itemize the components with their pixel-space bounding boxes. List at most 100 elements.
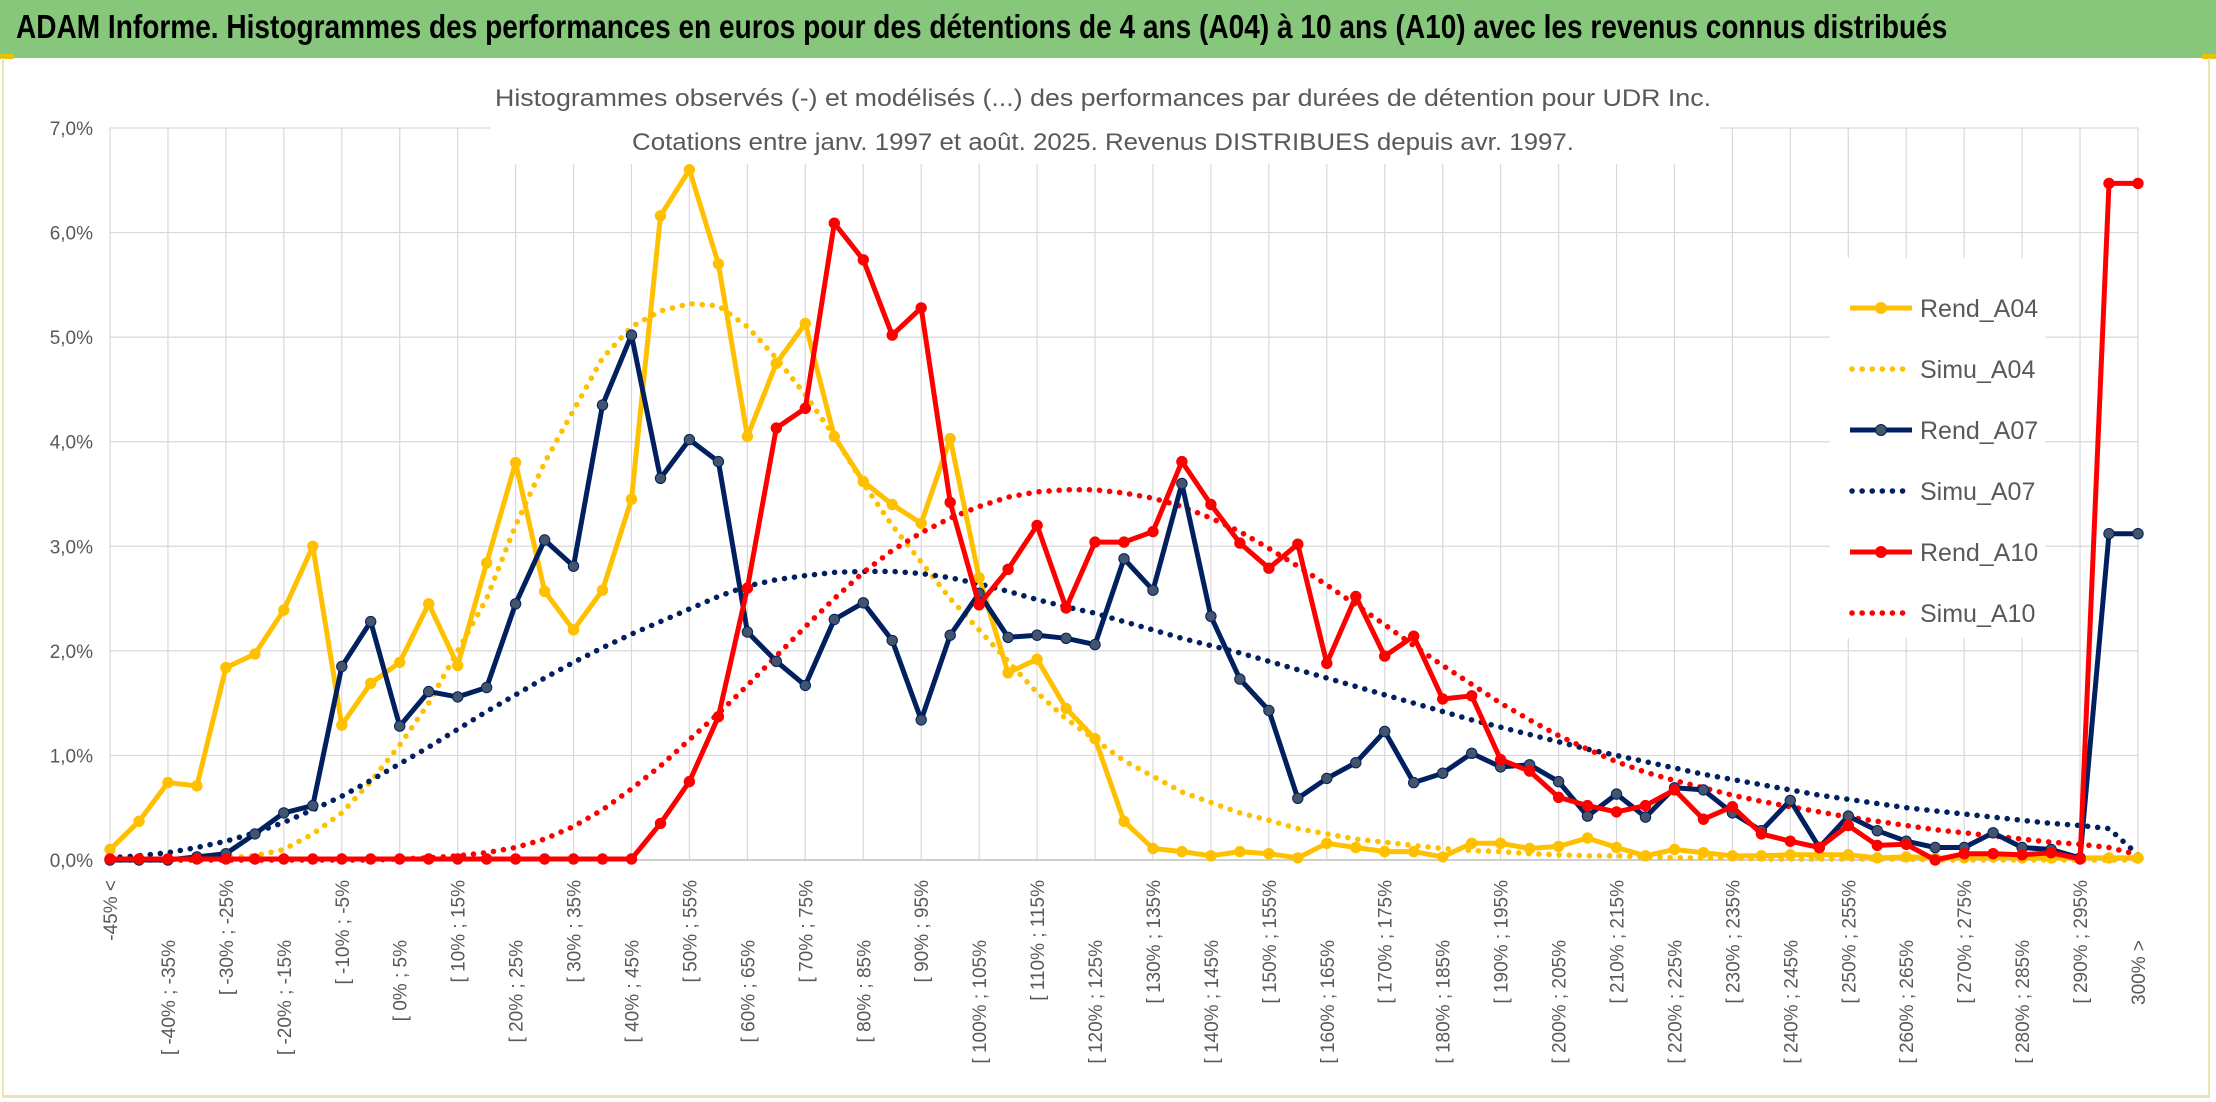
point-rend-a07	[1234, 673, 1246, 685]
point-rend-a04	[712, 258, 725, 270]
point-rend-a07	[1408, 776, 1420, 789]
point-rend-a04	[1581, 832, 1594, 844]
point-rend-a07	[509, 598, 522, 610]
point-rend-a04	[1842, 849, 1855, 861]
point-rend-a10	[1523, 765, 1536, 777]
point-rend-a10	[1958, 848, 1970, 860]
point-rend-a07	[1031, 629, 1043, 641]
point-rend-a07	[1002, 631, 1014, 643]
point-rend-a07	[857, 597, 869, 609]
point-rend-a10	[567, 853, 580, 865]
x-tick-label: [ 100% ; 105%	[970, 940, 991, 1064]
y-tick-label: 2,0%	[50, 642, 93, 663]
legend-marker-rend-a10	[1875, 546, 1887, 558]
point-rend-a07	[1350, 757, 1362, 769]
x-tick-label: [ 20% ; 25%	[507, 940, 528, 1043]
point-rend-a10	[1205, 498, 1217, 511]
point-rend-a04	[1523, 842, 1536, 855]
point-rend-a04	[1350, 841, 1362, 854]
point-rend-a04	[683, 164, 696, 176]
chart: 0,0% 1,0% 2,0% 3,0% 4,0% 5,0% 6,0% 7,0% -45% < […	[50, 58, 2150, 1064]
x-tick-label: [ 180% ; 185%	[1434, 940, 1455, 1064]
point-rend-a10	[1987, 848, 1999, 860]
point-rend-a04	[1176, 845, 1188, 858]
x-axis: -45% < [ -40% ; -35% [ -30% ; -25% [ -20% ;…	[101, 880, 2150, 1064]
x-tick-label: [ 270% ; 275%	[1955, 880, 1976, 1004]
point-rend-a04	[799, 317, 811, 330]
point-rend-a04	[828, 430, 840, 443]
point-rend-a07	[1929, 841, 1941, 854]
banner: ADAM Informe. Histogrammes des performan…	[0, 0, 2216, 58]
x-tick-label: [ -30% ; -25%	[217, 880, 238, 995]
legend: Rend_A04 Simu_A04 Rend_A07 Simu_A07 Rend_A10…	[1849, 295, 2038, 628]
point-rend-a10	[307, 853, 319, 865]
point-rend-a04	[1089, 733, 1101, 745]
series-line-simu-a04	[107, 300, 2141, 863]
point-rend-a04	[1900, 851, 1912, 863]
point-rend-a07	[1060, 632, 1072, 644]
x-tick-label: [ 190% ; 195%	[1492, 880, 1513, 1004]
point-rend-a10	[1581, 799, 1594, 812]
point-rend-a10	[596, 853, 609, 865]
point-rend-a07	[596, 399, 609, 411]
x-tick-label: [ 290% ; 295%	[2071, 880, 2092, 1004]
x-tick-label: [ 120% ; 125%	[1086, 940, 1107, 1064]
y-tick-label: 7,0%	[50, 119, 93, 140]
point-rend-a04	[1871, 852, 1884, 864]
point-rend-a07	[1466, 747, 1478, 759]
point-rend-a10	[857, 254, 869, 266]
point-rend-a10	[336, 853, 348, 865]
point-rend-a10	[1813, 841, 1826, 854]
x-tick-label: [ 140% ; 145%	[1202, 940, 1223, 1064]
x-tick-label: [ -40% ; -35%	[159, 940, 180, 1055]
point-rend-a10	[1060, 602, 1072, 614]
point-rend-a07	[567, 560, 580, 572]
x-tick-label: [ 90% ; 95%	[912, 880, 933, 983]
x-tick-label: [ 250% ; 255%	[1839, 880, 1860, 1004]
point-rend-a07	[278, 807, 290, 819]
point-rend-a04	[625, 493, 638, 505]
series-line-simu-a07	[107, 568, 2141, 861]
point-rend-a07	[538, 534, 551, 546]
point-rend-a10	[1784, 835, 1797, 847]
point-rend-a04	[2132, 852, 2144, 864]
point-rend-a04	[1755, 850, 1768, 862]
point-rend-a04	[1408, 845, 1420, 858]
banner-accent-right	[2202, 54, 2216, 59]
point-rend-a07	[452, 691, 464, 703]
point-rend-a07	[915, 714, 927, 726]
point-rend-a07	[1147, 584, 1159, 596]
point-rend-a10	[1697, 813, 1710, 825]
point-rend-a10	[394, 853, 406, 865]
point-rend-a10	[365, 853, 377, 865]
point-rend-a10	[1668, 784, 1681, 796]
point-rend-a10	[886, 329, 898, 341]
point-rend-a10	[452, 853, 464, 865]
x-tick-label: [ 110% ; 115%	[1028, 880, 1049, 1001]
point-rend-a04	[1639, 850, 1652, 862]
point-rend-a10	[1466, 690, 1478, 702]
title-background	[490, 58, 1720, 164]
point-rend-a04	[509, 456, 522, 469]
x-tick-label: [ 280% ; 285%	[2013, 940, 2034, 1064]
point-rend-a04	[1147, 842, 1159, 855]
point-rend-a04	[1234, 845, 1246, 858]
series-line-simu-a10	[107, 487, 2141, 863]
x-tick-label: [ 220% ; 225%	[1665, 940, 1686, 1064]
point-rend-a10	[1610, 806, 1623, 818]
point-rend-a04	[567, 624, 580, 636]
point-rend-a07	[1581, 810, 1594, 822]
chart-title: Histogrammes observés (-) et modélisés (…	[495, 85, 1711, 112]
x-tick-label: [ 260% ; 265%	[1897, 940, 1918, 1064]
point-rend-a10	[1726, 801, 1739, 813]
point-rend-a10	[799, 402, 811, 414]
x-tick-label: -45% <	[101, 880, 122, 941]
point-rend-a04	[394, 656, 406, 669]
point-rend-a07	[365, 615, 377, 628]
point-rend-a10	[1321, 657, 1333, 670]
chart-grid	[109, 127, 2139, 860]
point-rend-a10	[625, 853, 638, 865]
point-rend-a10	[1437, 693, 1449, 705]
point-rend-a04	[191, 780, 203, 792]
point-rend-a04	[1031, 653, 1043, 665]
